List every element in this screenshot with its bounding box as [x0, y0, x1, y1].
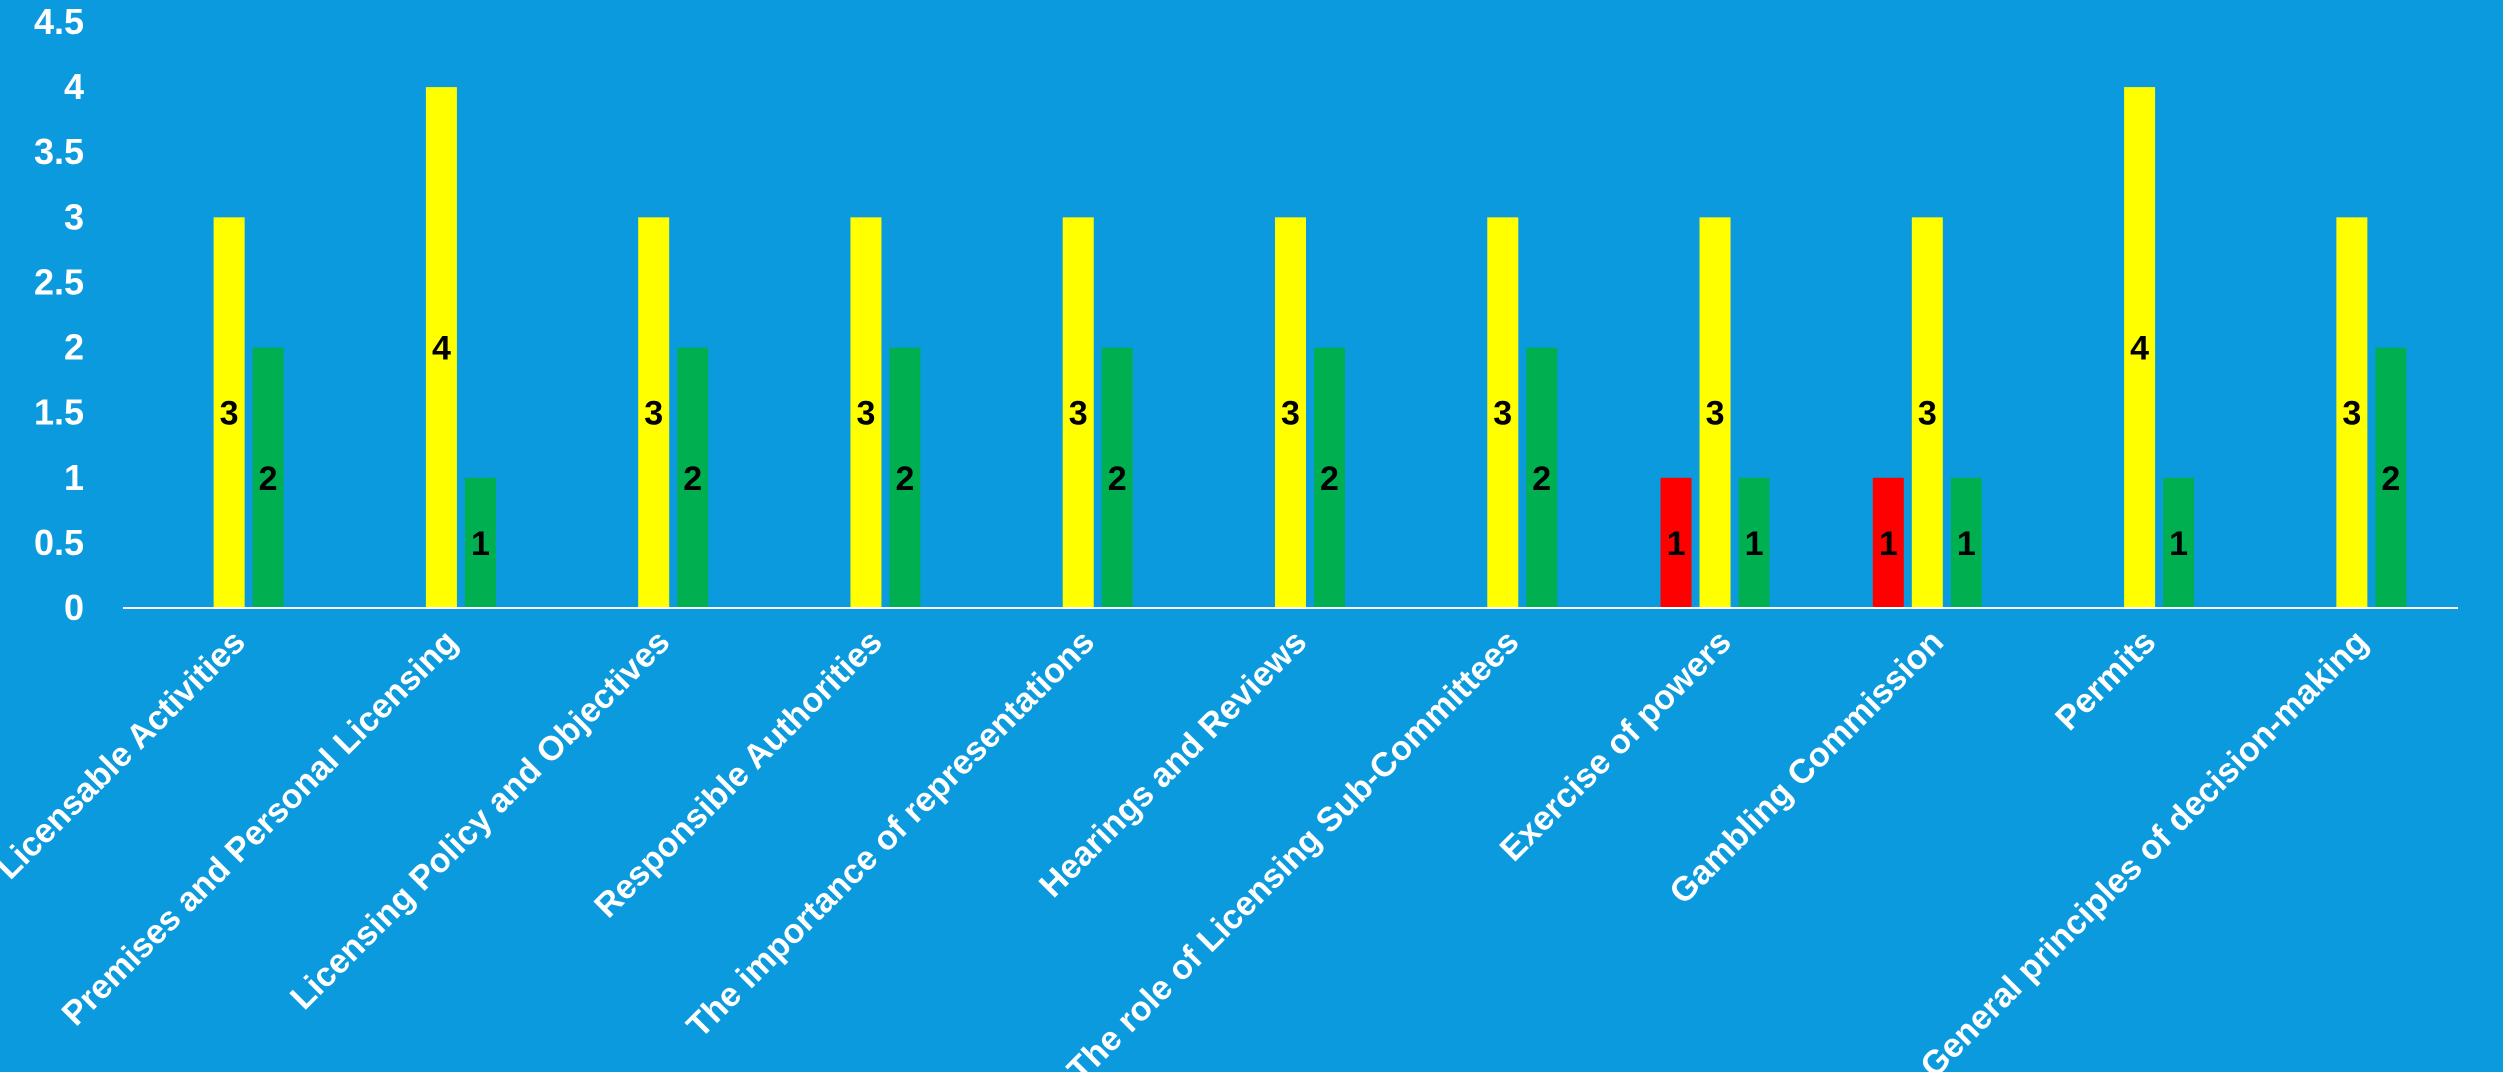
x-tick-label: Exercise of powers — [1493, 623, 1739, 869]
bar — [677, 347, 709, 608]
bar — [2375, 347, 2407, 608]
y-tick-label: 1.5 — [34, 392, 84, 433]
bar — [464, 477, 496, 608]
data-label: 1 — [1745, 525, 1764, 563]
y-tick-label: 3.5 — [34, 131, 84, 172]
data-label: 3 — [644, 395, 663, 433]
data-label: 3 — [2342, 395, 2361, 433]
bar — [850, 217, 882, 609]
bar — [889, 347, 921, 608]
bar — [1062, 217, 1094, 609]
x-tick-label: General principles of decision-making — [1913, 623, 2375, 1072]
x-tick-label: The importance of representations — [680, 623, 1102, 1045]
bar — [1314, 347, 1345, 608]
bar — [2336, 217, 2368, 609]
data-label: 3 — [1281, 395, 1300, 433]
data-label: 4 — [2130, 330, 2149, 368]
data-label: 1 — [1879, 525, 1898, 563]
y-tick-label: 1 — [64, 457, 84, 498]
bar — [1872, 477, 1904, 608]
data-label: 1 — [471, 525, 490, 563]
x-tick-label: Permits — [2048, 623, 2163, 738]
bar — [1738, 477, 1770, 608]
y-tick-label: 2 — [64, 327, 84, 368]
data-label: 2 — [259, 460, 278, 498]
bar — [2163, 477, 2195, 608]
data-label: 3 — [856, 395, 875, 433]
x-tick-label: The role of Licensing Sub-Committees — [1060, 623, 1526, 1072]
data-label: 3 — [1493, 395, 1512, 433]
data-label: 2 — [1108, 460, 1127, 498]
data-label: 3 — [1706, 395, 1725, 433]
y-tick-label: 0.5 — [34, 522, 84, 563]
data-label: 3 — [220, 395, 239, 433]
bar — [425, 87, 457, 609]
data-label: 1 — [1667, 525, 1686, 563]
data-label: 2 — [895, 460, 914, 498]
bar — [1487, 217, 1519, 609]
bar — [1660, 477, 1692, 608]
data-label: 1 — [2169, 525, 2188, 563]
bar — [1526, 347, 1558, 608]
y-tick-label: 2.5 — [34, 261, 84, 302]
data-label: 3 — [1069, 395, 1088, 433]
bar — [1950, 477, 1982, 608]
y-tick-label: 4 — [64, 66, 84, 107]
data-label: 2 — [2381, 460, 2400, 498]
x-tick-label: Licensing Policy and Objectives — [283, 623, 677, 1017]
bar — [252, 347, 284, 608]
data-label: 2 — [683, 460, 702, 498]
bar — [1275, 217, 1306, 609]
bar — [213, 217, 245, 609]
bar — [2124, 87, 2156, 609]
data-label: 4 — [432, 330, 451, 368]
y-tick-label: 3 — [64, 196, 84, 237]
data-label: 3 — [1918, 395, 1937, 433]
data-label: 2 — [1532, 460, 1551, 498]
bar — [1911, 217, 1943, 609]
y-axis: 0 0.5 1 1.5 2 2.5 3 3.5 4 4.5 — [34, 1, 84, 628]
data-label: 2 — [1320, 460, 1339, 498]
bar — [638, 217, 670, 609]
bar — [1101, 347, 1133, 608]
x-tick-label: Premises and Personal Licensing — [55, 623, 465, 1033]
data-label: 1 — [1957, 525, 1976, 563]
y-tick-label: 4.5 — [34, 1, 84, 42]
bar — [1699, 217, 1731, 609]
y-tick-label: 0 — [64, 587, 84, 628]
